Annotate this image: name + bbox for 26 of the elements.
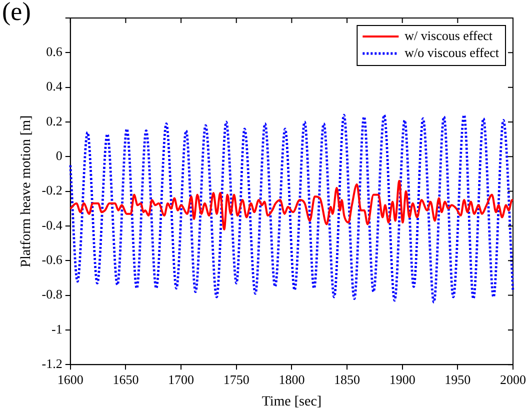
x-tick-label: 1750	[223, 372, 250, 387]
legend-label: w/o viscous effect	[404, 44, 500, 60]
x-axis-title: Time [sec]	[262, 394, 322, 410]
y-tick-label: 0	[56, 148, 62, 164]
y-tick-label: -1.2	[42, 356, 62, 372]
x-tick-label: 1950	[444, 372, 471, 387]
y-tick-label: -1	[52, 321, 62, 336]
y-tick-label: 0.2	[46, 113, 62, 128]
y-tick-label: -0.4	[42, 217, 63, 232]
y-tick-label: -0.6	[42, 252, 63, 268]
line-series	[69, 114, 514, 304]
y-tick-label: -0.8	[42, 286, 62, 302]
line-series	[69, 180, 514, 230]
x-tick-label: 1850	[334, 372, 360, 387]
x-tick-label: 1650	[112, 372, 139, 387]
legend-label: w/ viscous effect	[404, 28, 493, 43]
x-tick-label: 1900	[389, 372, 416, 387]
x-tick-label: 2000	[500, 372, 526, 387]
x-tick-label: 1600	[57, 372, 84, 387]
x-tick-label: 1800	[278, 372, 305, 387]
y-tick-label: 0.4	[46, 78, 63, 94]
y-tick-label: -0.2	[42, 182, 62, 198]
y-axis-title: Platform heave motion [m]	[19, 115, 34, 268]
y-tick-label: 0.6	[46, 44, 63, 60]
x-tick-label: 1700	[168, 372, 194, 387]
chart-title: (e)	[2, 0, 31, 27]
